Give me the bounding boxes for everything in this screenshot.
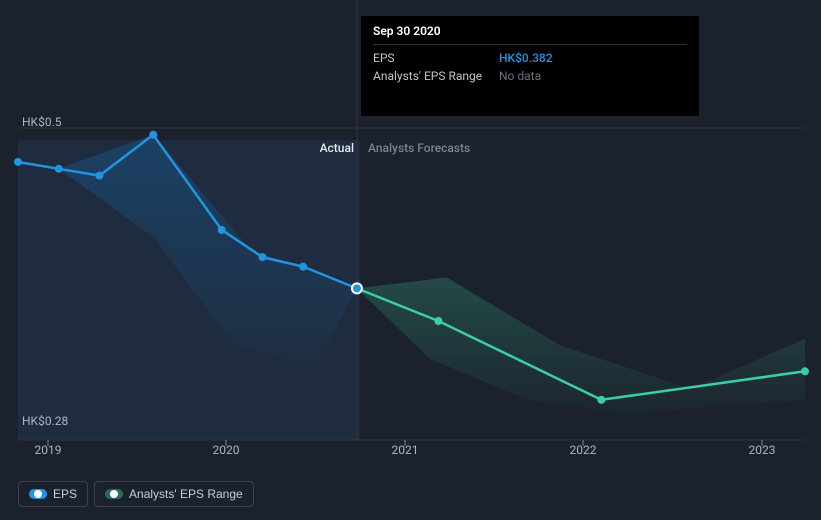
eps-chart: HK$0.5 HK$0.28 Actual Analysts Forecasts 201… <box>0 0 821 520</box>
eps-actual-point[interactable] <box>258 253 266 261</box>
legend-label: EPS <box>53 487 77 501</box>
tooltip-label: EPS <box>373 49 483 67</box>
x-axis-label: 2021 <box>392 443 419 457</box>
eps-actual-point[interactable] <box>95 172 103 180</box>
y-axis-label: HK$0.28 <box>22 414 68 428</box>
legend-item-eps-range[interactable]: Analysts' EPS Range <box>94 481 254 507</box>
x-axis-label: 2023 <box>749 443 776 457</box>
eps-forecast-point[interactable] <box>597 396 605 404</box>
section-label-actual: Actual <box>320 141 354 155</box>
legend-swatch-icon <box>105 489 123 499</box>
tooltip-value: HK$0.382 <box>499 49 553 67</box>
x-axis-label: 2022 <box>570 443 597 457</box>
eps-forecast-point[interactable] <box>801 367 809 375</box>
tooltip-label: Analysts' EPS Range <box>373 67 483 85</box>
y-axis-label: HK$0.5 <box>22 115 62 129</box>
tooltip-date: Sep 30 2020 <box>373 24 687 45</box>
tooltip-value: No data <box>499 67 541 85</box>
tooltip-row: Analysts' EPS Range No data <box>373 67 687 85</box>
legend-item-eps[interactable]: EPS <box>18 481 88 507</box>
eps-forecast-point[interactable] <box>434 317 442 325</box>
chart-tooltip: Sep 30 2020 EPSHK$0.382Analysts' EPS Ran… <box>361 16 699 116</box>
chart-legend: EPS Analysts' EPS Range <box>18 481 254 507</box>
eps-actual-point[interactable] <box>14 158 22 166</box>
x-axis-label: 2019 <box>35 443 62 457</box>
x-axis-label: 2020 <box>213 443 240 457</box>
tooltip-row: EPS HK$0.382 <box>373 49 687 67</box>
eps-highlight-point[interactable] <box>352 283 362 293</box>
eps-actual-point[interactable] <box>55 165 63 173</box>
eps-actual-point[interactable] <box>149 131 157 139</box>
eps-actual-point[interactable] <box>299 263 307 271</box>
legend-swatch-icon <box>29 489 47 499</box>
legend-label: Analysts' EPS Range <box>129 487 243 501</box>
eps-actual-point[interactable] <box>218 226 226 234</box>
section-label-forecast: Analysts Forecasts <box>368 141 470 155</box>
